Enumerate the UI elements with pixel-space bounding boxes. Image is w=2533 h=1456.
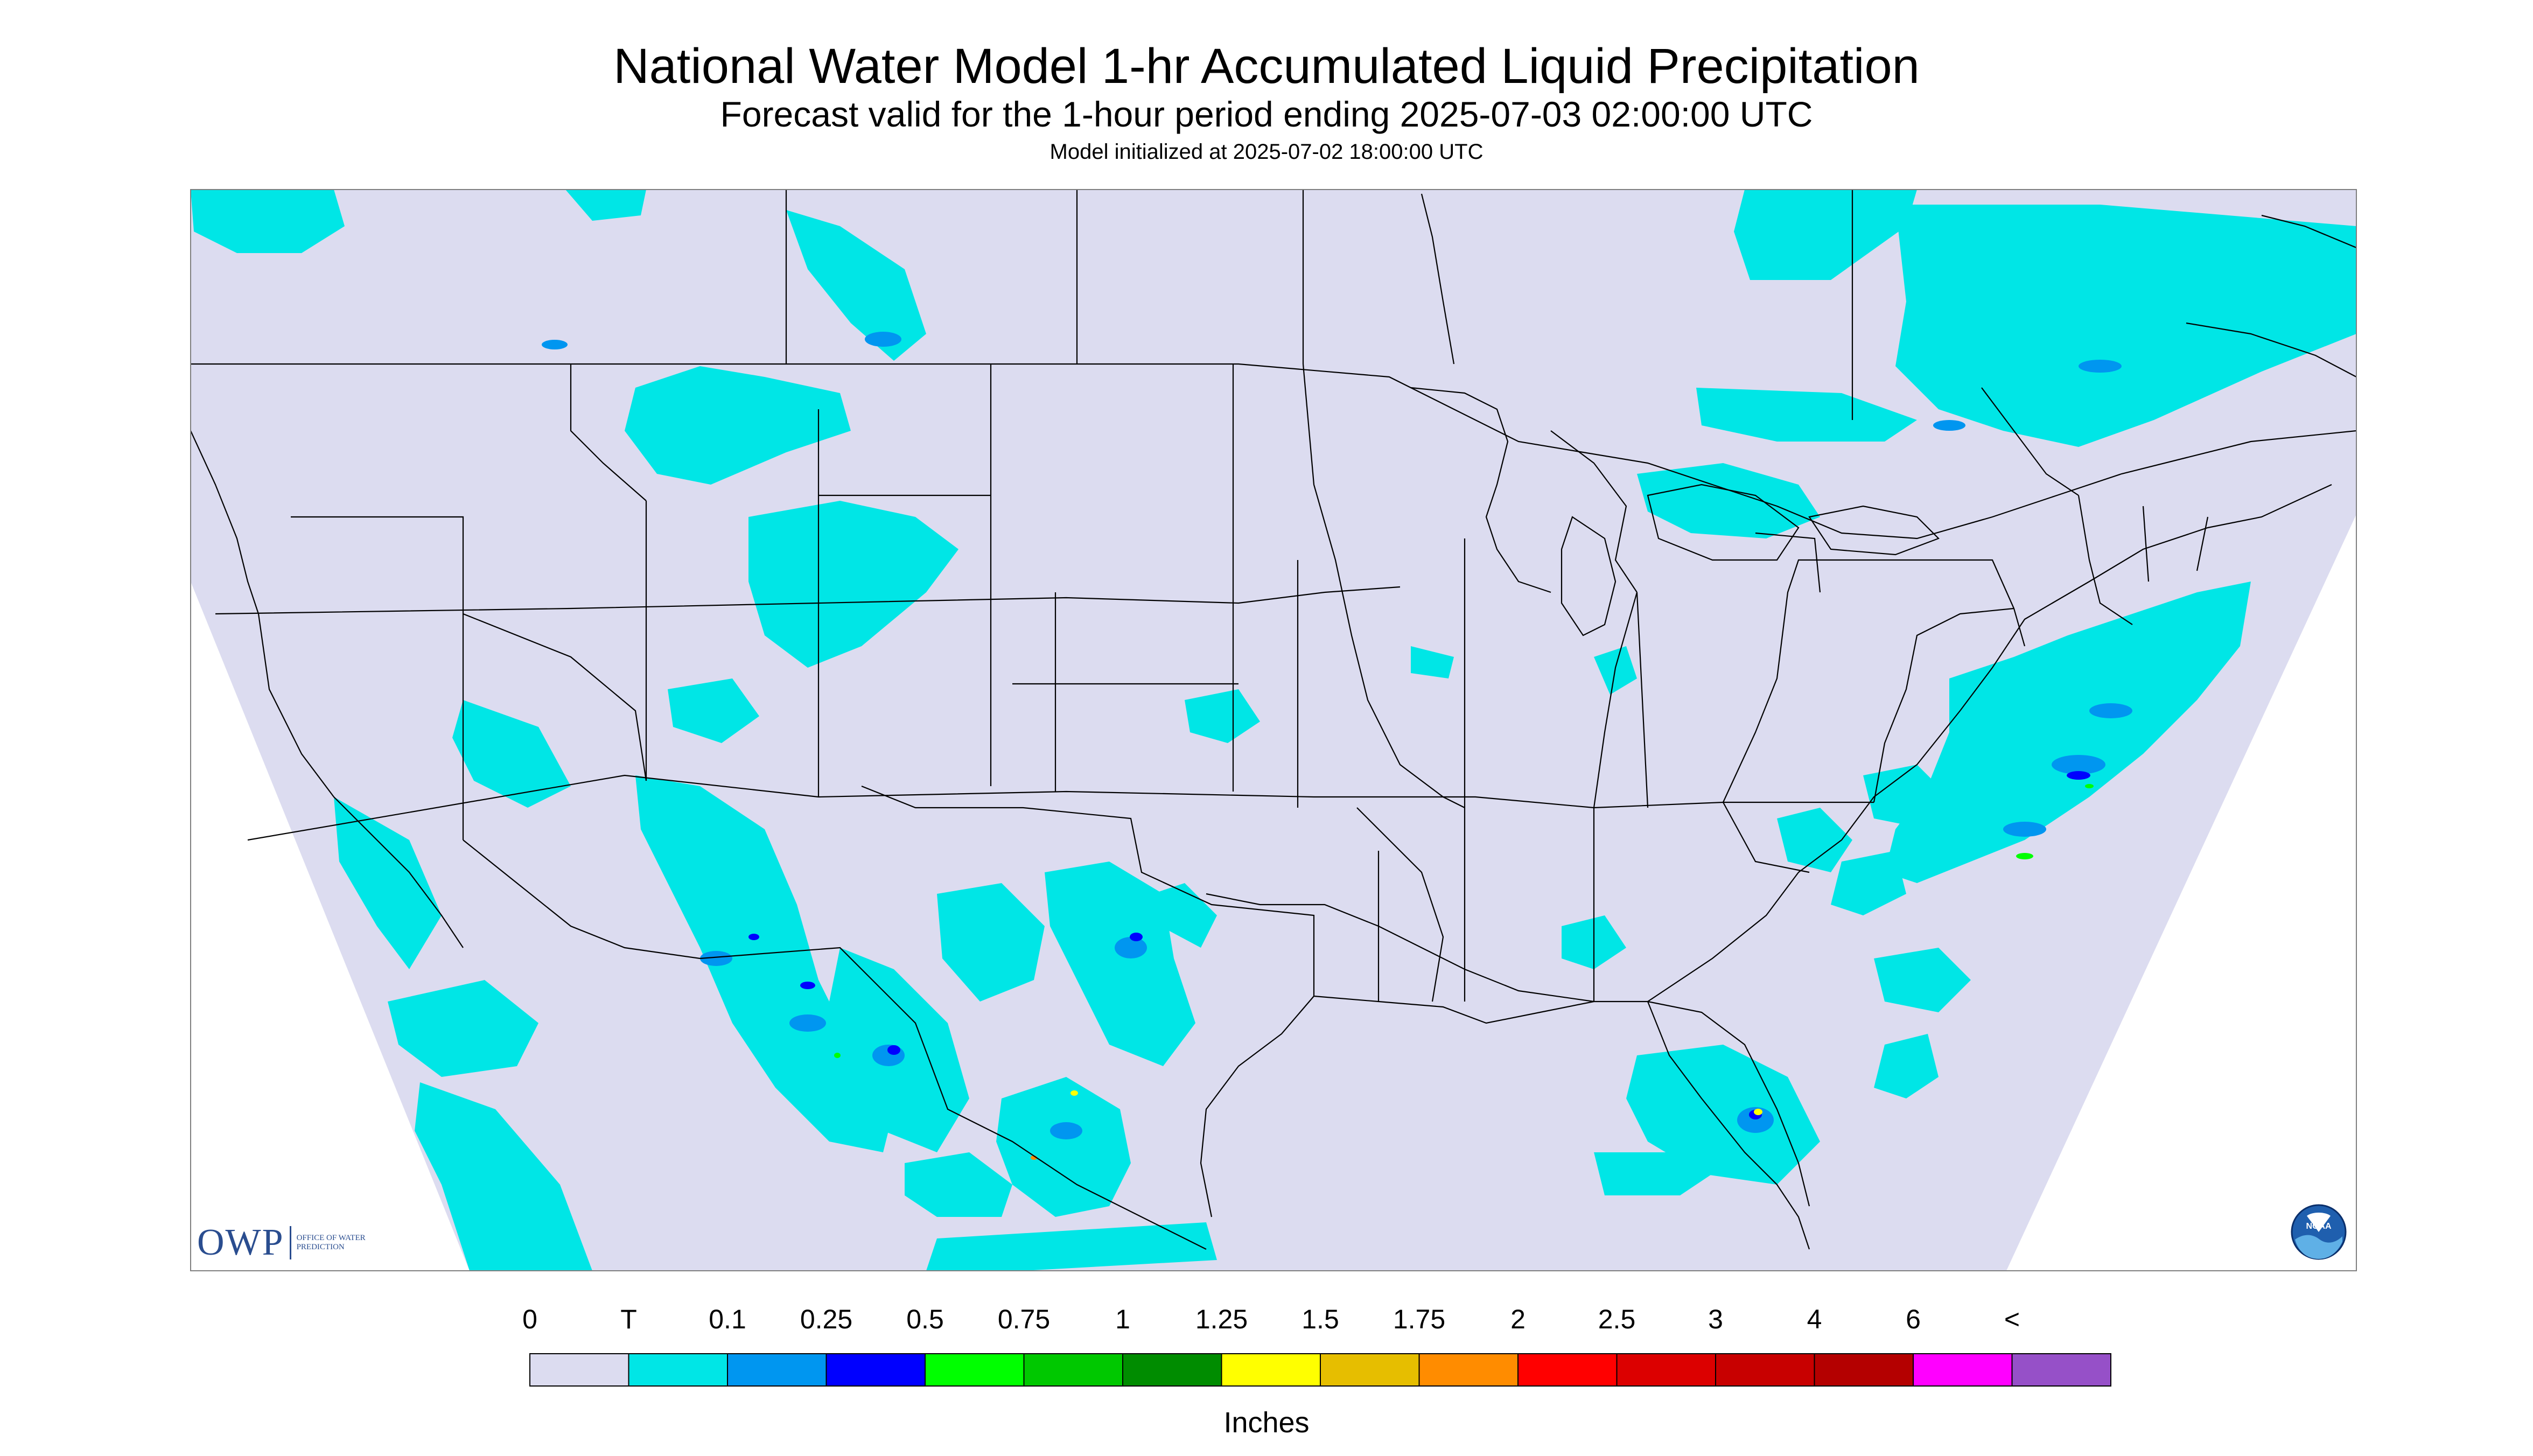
legend-tick-label: 0.25 — [800, 1304, 853, 1334]
legend-swatch — [1517, 1353, 1618, 1387]
legend-color-bar — [529, 1353, 2111, 1387]
owp-logo: OWP OFFICE OF WATER PREDICTION — [197, 1221, 367, 1264]
legend-tick-label: 0.75 — [997, 1304, 1051, 1334]
legend-tick-label: 2.5 — [1598, 1304, 1636, 1334]
legend-swatch — [2011, 1353, 2111, 1387]
precip-0.25-areas — [748, 771, 2090, 1119]
owp-logo-divider — [289, 1226, 291, 1259]
legend-swatch — [1320, 1353, 1420, 1387]
legend-tick-label: 1.5 — [1302, 1304, 1339, 1334]
legend-tick-label: 3 — [1708, 1304, 1723, 1334]
legend-units-label: Inches — [1223, 1406, 1310, 1439]
legend-tick-label: 4 — [1807, 1304, 1822, 1334]
legend-swatch — [1814, 1353, 1914, 1387]
legend-swatch — [1913, 1353, 2013, 1387]
legend-tick-label: T — [620, 1304, 637, 1334]
legend-swatch — [1418, 1353, 1519, 1387]
legend-swatch — [529, 1353, 629, 1387]
legend-swatch — [1023, 1353, 1123, 1387]
precip-trace-areas — [191, 190, 2356, 1271]
map-frame — [190, 189, 2357, 1271]
legend-swatch — [1221, 1353, 1321, 1387]
noaa-logo-text: NOAA — [2306, 1222, 2332, 1231]
owp-logo-name: OFFICE OF WATER PREDICTION — [296, 1234, 366, 1251]
legend-tick-label: 1.75 — [1393, 1304, 1446, 1334]
political-boundaries — [191, 190, 2356, 1250]
legend-tick-label: 1 — [1115, 1304, 1130, 1334]
legend-swatch — [825, 1353, 926, 1387]
legend-tick-label: 1.25 — [1195, 1304, 1248, 1334]
owp-logo-mark: OWP — [197, 1222, 284, 1263]
legend-tick-label: 6 — [1906, 1304, 1921, 1334]
legend-swatch — [1616, 1353, 1716, 1387]
noaa-logo: NOAA — [2291, 1204, 2347, 1260]
legend-swatch — [1715, 1353, 1815, 1387]
legend-swatch — [727, 1353, 827, 1387]
map-title: National Water Model 1-hr Accumulated Li… — [613, 39, 1920, 94]
legend-swatch — [925, 1353, 1025, 1387]
model-init-note: Model initialized at 2025-07-02 18:00:00… — [1049, 140, 1484, 164]
legend-swatch — [1122, 1353, 1222, 1387]
legend-tick-label: < — [2004, 1304, 2020, 1334]
legend-tick-label: 0.5 — [906, 1304, 944, 1334]
legend-tick-label: 0.1 — [709, 1304, 746, 1334]
legend-swatch — [628, 1353, 728, 1387]
legend-tick-label: 0 — [522, 1304, 537, 1334]
forecast-valid-subtitle: Forecast valid for the 1-hour period end… — [720, 94, 1813, 134]
legend-tick-label: 2 — [1510, 1304, 1526, 1334]
